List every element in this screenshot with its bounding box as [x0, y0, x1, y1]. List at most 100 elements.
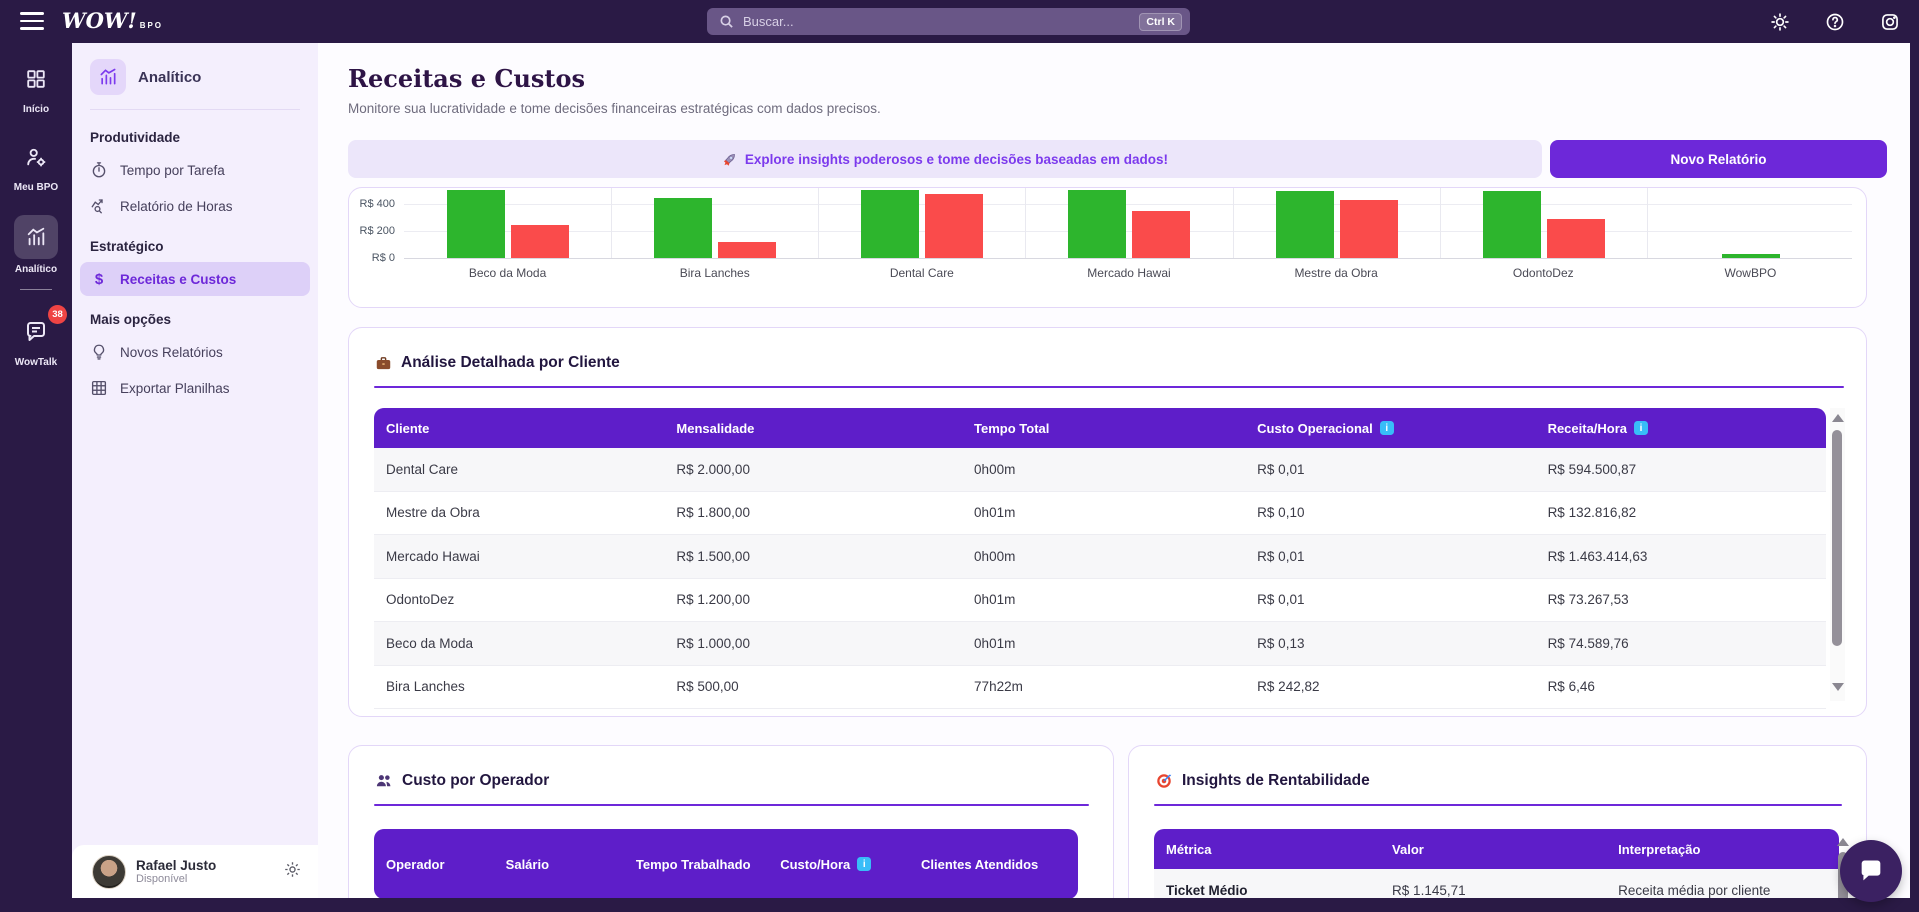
user-status: Disponível: [136, 873, 188, 885]
icon-rail: Início Meu BPO Analítico 38 WowTalk: [0, 43, 72, 912]
info-icon[interactable]: i: [857, 857, 872, 871]
search-shortcut-badge: Ctrl K: [1139, 12, 1182, 31]
table-cell: R$ 0,01: [1257, 592, 1305, 608]
sidebar-item-tempo-por-tarefa[interactable]: Tempo por Tarefa: [80, 153, 310, 187]
table-scroll-up[interactable]: [1831, 414, 1844, 422]
sidebar-item-exportar-planilhas[interactable]: Exportar Planilhas: [80, 371, 310, 405]
table-cell: R$ 500,00: [676, 679, 739, 695]
column-header: Tempo Total: [974, 420, 1050, 436]
table-cell: 0h01m: [974, 592, 1016, 608]
table-cell: Bira Lanches: [386, 679, 465, 695]
target-icon: [1157, 774, 1172, 788]
sidebar-item-label: Receitas e Custos: [120, 271, 237, 287]
avatar: [92, 854, 126, 889]
hamburger-menu-icon[interactable]: [20, 12, 44, 30]
window-edge-bottom: [0, 898, 1919, 912]
window-edge-right: [1910, 0, 1919, 912]
table-cell: R$ 0,01: [1257, 461, 1305, 477]
info-icon[interactable]: i: [1634, 421, 1649, 435]
rail-item-analítico[interactable]: Analítico: [0, 215, 72, 275]
table-cell: R$ 1.200,00: [676, 592, 750, 608]
x-category-label: Mercado Hawai: [1087, 266, 1171, 280]
table-cell: 0h00m: [974, 548, 1016, 564]
settings-gear-icon[interactable]: [283, 860, 302, 884]
chat-fab-button[interactable]: [1840, 840, 1902, 902]
sidebar-title: Analítico: [138, 68, 202, 86]
rocket-icon: [723, 153, 735, 166]
column-header: Mensalidade: [676, 420, 755, 436]
table-cell: R$ 6,46: [1547, 679, 1595, 695]
bar-receita: [1721, 254, 1780, 258]
gridline: [404, 231, 1852, 232]
page-subtitle: Monitore sua lucratividade e tome decisõ…: [348, 101, 881, 116]
rail-item-início[interactable]: Início: [0, 59, 72, 115]
info-icon[interactable]: i: [1379, 421, 1394, 435]
table-cell: R$ 0,01: [1257, 548, 1305, 564]
user-card[interactable]: Rafael Justo Disponível: [72, 845, 318, 898]
trend-search-icon: [90, 197, 108, 215]
sidebar-item-label: Exportar Planilhas: [120, 380, 230, 396]
column-header: Métrica: [1166, 841, 1212, 857]
chart-group-odontodez: [1439, 188, 1647, 258]
section-label: Produtividade: [90, 130, 181, 145]
people-icon: [376, 775, 391, 787]
chat-icon: [27, 322, 45, 341]
bar-chart: R$ 400 R$ 200 R$ 0 Beco da Moda Bira Lanches…: [349, 188, 1866, 307]
table-cell: Receita média por cliente: [1618, 883, 1771, 898]
table-scroll-down[interactable]: [1831, 683, 1844, 691]
rail-item-wowtalk[interactable]: 38 WowTalk: [0, 305, 72, 368]
topbar: WOW! BPO Buscar... Ctrl K: [0, 0, 1919, 43]
table-cell: R$ 73.267,53: [1547, 592, 1629, 608]
chart-group-beco-da-moda: [404, 188, 611, 258]
column-header: Receita/Hora i: [1536, 408, 1826, 448]
sidebar-item-receitas-e-custos[interactable]: $ Receitas e Custos: [80, 262, 310, 296]
x-category-label: Dental Care: [889, 266, 954, 280]
chart-group-bira-lanches: [611, 188, 818, 258]
bar-custo: [510, 225, 569, 258]
column-header: Valor: [1392, 841, 1424, 857]
rail-item-label: Analítico: [14, 264, 58, 275]
search-input[interactable]: Buscar... Ctrl K: [707, 8, 1190, 35]
table-scroll-thumb[interactable]: [1832, 430, 1842, 646]
table-cell: R$ 1.145,71: [1392, 883, 1466, 898]
theme-toggle-sun-icon[interactable]: [1770, 12, 1790, 32]
help-icon[interactable]: [1825, 12, 1845, 32]
table-row: Mercado Hawai R$ 1.500,00 0h00m R$ 0,01 R$ 1…: [374, 535, 1826, 579]
sidebar-item-label: Novos Relatórios: [120, 344, 223, 360]
column-header: Custo/Hora i: [768, 857, 909, 872]
bar-receita: [1275, 191, 1334, 258]
operator-costs-card: Custo por Operador Operador Salário Tempo …: [348, 745, 1114, 912]
column-header: Clientes Atendidos: [921, 856, 1039, 872]
sidebar-item-novos-relatórios[interactable]: Novos Relatórios: [80, 335, 310, 369]
app-logo: WOW! BPO: [62, 8, 164, 33]
insights-scroll-up[interactable]: [1837, 838, 1849, 846]
x-category-label: Mestre da Obra: [1294, 266, 1378, 280]
sidebar-item-label: Relatório de Horas: [120, 198, 233, 214]
search-placeholder: Buscar...: [743, 14, 794, 29]
rail-item-label: Meu BPO: [13, 182, 59, 193]
rail-item-label: WowTalk: [14, 357, 58, 368]
instagram-icon[interactable]: [1880, 12, 1900, 32]
sidebar-item-relatório-de-horas[interactable]: Relatório de Horas: [80, 189, 310, 223]
banner-text: Explore insights poderosos e tome decisõ…: [744, 151, 1169, 167]
table-cell: Dental Care: [386, 461, 459, 477]
bar-receita: [1482, 191, 1541, 258]
rail-divider: [20, 289, 52, 290]
table-cell: R$ 1.500,00: [676, 548, 750, 564]
bar-custo: [718, 242, 777, 258]
chart-group-wowbpo: [1646, 188, 1854, 258]
column-header: Custo Operacional i: [1245, 408, 1535, 448]
analytics-icon: [90, 59, 126, 95]
client-analysis-table: Cliente Mensalidade Tempo Total Custo Opera…: [374, 408, 1826, 709]
new-report-button[interactable]: Novo Relatório: [1550, 140, 1887, 178]
sidebar-header: Analítico: [72, 43, 318, 109]
card-title: Análise Detalhada por Cliente: [401, 354, 620, 371]
bar-custo: [925, 194, 984, 258]
x-category-label: OdontoDez: [1512, 266, 1574, 280]
bar-receita: [446, 190, 505, 258]
bar-custo: [1132, 211, 1191, 258]
card-title: Insights de Rentabilidade: [1182, 772, 1370, 789]
rail-item-meu-bpo[interactable]: Meu BPO: [0, 137, 72, 193]
client-analysis-card: Análise Detalhada por Cliente Cliente Men…: [348, 327, 1867, 717]
chart-group-dental-care: [818, 188, 1025, 258]
